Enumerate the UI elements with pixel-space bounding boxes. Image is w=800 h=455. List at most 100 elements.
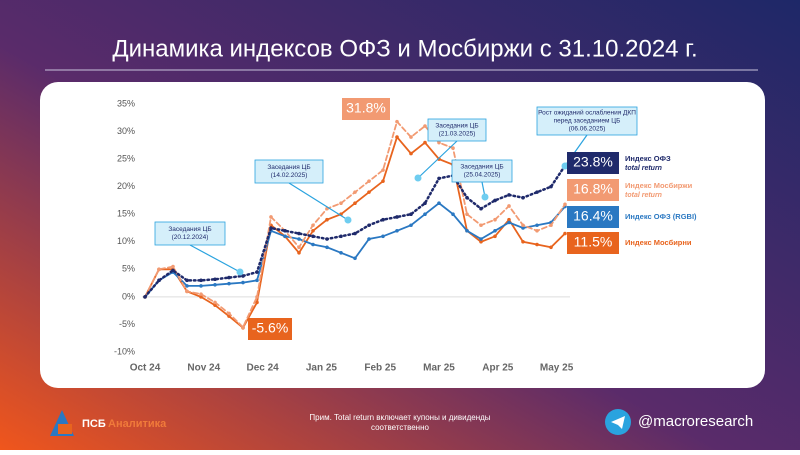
callout-text: (06.06.2025) bbox=[569, 126, 606, 133]
point bbox=[549, 245, 553, 250]
point bbox=[409, 212, 413, 217]
handle: @macroresearch bbox=[638, 413, 753, 430]
x-tick-label: Dec 24 bbox=[246, 363, 279, 374]
legend-sublabel: total return bbox=[625, 165, 662, 172]
point bbox=[255, 295, 259, 299]
point bbox=[563, 202, 567, 207]
point bbox=[353, 256, 357, 261]
point bbox=[311, 234, 315, 239]
point bbox=[507, 217, 511, 222]
point bbox=[241, 325, 245, 330]
point bbox=[157, 278, 161, 283]
point bbox=[409, 135, 413, 139]
value-callout-label: 31.8% bbox=[346, 100, 386, 116]
x-tick-label: Jan 25 bbox=[306, 363, 338, 374]
point bbox=[563, 231, 567, 236]
point bbox=[479, 239, 483, 244]
point bbox=[423, 201, 427, 205]
note: Прим. Total return включает купоны и див… bbox=[309, 413, 490, 422]
point bbox=[437, 201, 441, 205]
legend-label: Индекс Мосбирни bbox=[625, 238, 692, 247]
point bbox=[465, 212, 469, 217]
point bbox=[395, 135, 399, 139]
event-dot bbox=[344, 216, 352, 224]
callout-text: (14.02.2025) bbox=[271, 172, 308, 179]
point bbox=[339, 234, 343, 239]
point bbox=[199, 284, 203, 288]
point bbox=[521, 195, 525, 200]
end-label: 11.5% bbox=[574, 234, 613, 250]
end-label-box bbox=[567, 232, 619, 254]
point bbox=[423, 124, 427, 128]
plot: -10% -5% 0% 5% 10% 15% 20% 25% 30% 35% Oct 24 Nov 2… bbox=[114, 98, 697, 374]
point bbox=[381, 234, 385, 239]
event-dot bbox=[414, 174, 422, 182]
point bbox=[535, 223, 539, 228]
point bbox=[493, 198, 497, 203]
point bbox=[241, 280, 245, 285]
point bbox=[521, 239, 525, 244]
point bbox=[297, 231, 301, 236]
point bbox=[157, 267, 161, 272]
point bbox=[311, 242, 315, 247]
point bbox=[465, 228, 469, 233]
point bbox=[465, 195, 469, 200]
point bbox=[381, 217, 385, 222]
point bbox=[493, 217, 497, 222]
point bbox=[507, 220, 511, 225]
point bbox=[423, 212, 427, 217]
callout-box bbox=[536, 106, 638, 136]
point bbox=[199, 292, 203, 296]
point bbox=[241, 274, 245, 278]
event-dot bbox=[481, 193, 489, 201]
point bbox=[451, 212, 455, 217]
y-tick-label: -5% bbox=[119, 319, 135, 329]
point bbox=[213, 282, 217, 287]
end-label-box bbox=[567, 152, 619, 174]
point bbox=[423, 140, 427, 145]
y-tick-label: 25% bbox=[117, 153, 135, 163]
legend-sublabel: total return bbox=[625, 192, 662, 199]
end-label-box bbox=[567, 179, 619, 201]
point bbox=[325, 237, 329, 241]
point bbox=[339, 251, 343, 255]
x-tick-label: May 25 bbox=[540, 363, 574, 374]
x-tick-label: Mar 25 bbox=[423, 363, 455, 374]
point bbox=[437, 140, 441, 145]
point bbox=[353, 201, 357, 205]
brand2: Аналитика bbox=[108, 418, 167, 430]
point bbox=[549, 223, 553, 228]
point bbox=[507, 193, 511, 197]
point bbox=[437, 176, 441, 181]
logo: ПСБ Аналитика bbox=[50, 410, 167, 436]
point bbox=[367, 237, 371, 241]
brand: ПСБ bbox=[82, 418, 106, 430]
note: соответственно bbox=[371, 423, 430, 432]
point bbox=[213, 303, 217, 307]
callout-box bbox=[154, 221, 226, 246]
title: Динамика индексов ОФЗ и Мосбиржи с 31.10… bbox=[112, 35, 697, 62]
callout-box bbox=[451, 159, 513, 183]
point bbox=[367, 179, 371, 183]
event-dot bbox=[561, 162, 569, 170]
y-tick-label: 10% bbox=[117, 236, 135, 246]
point bbox=[227, 275, 231, 280]
callout-text: перед заседанием ЦБ bbox=[554, 118, 621, 125]
point bbox=[269, 226, 273, 230]
y-tick-label: -10% bbox=[114, 346, 135, 356]
point bbox=[171, 268, 175, 273]
point bbox=[185, 278, 189, 283]
point bbox=[493, 228, 497, 233]
callout-pointer bbox=[417, 140, 458, 179]
y-tick-label: 0% bbox=[122, 291, 135, 301]
x-tick-label: Oct 24 bbox=[130, 363, 161, 374]
point bbox=[199, 295, 203, 299]
callout-text: Заседания ЦБ bbox=[435, 123, 478, 130]
y-tick-label: 35% bbox=[117, 98, 135, 108]
callout-text: (21.03.2025) bbox=[439, 131, 476, 138]
callout-pointer bbox=[288, 182, 349, 221]
legend-label: Индекс ОФЗ bbox=[625, 154, 671, 163]
point bbox=[479, 237, 483, 241]
point bbox=[227, 281, 231, 286]
